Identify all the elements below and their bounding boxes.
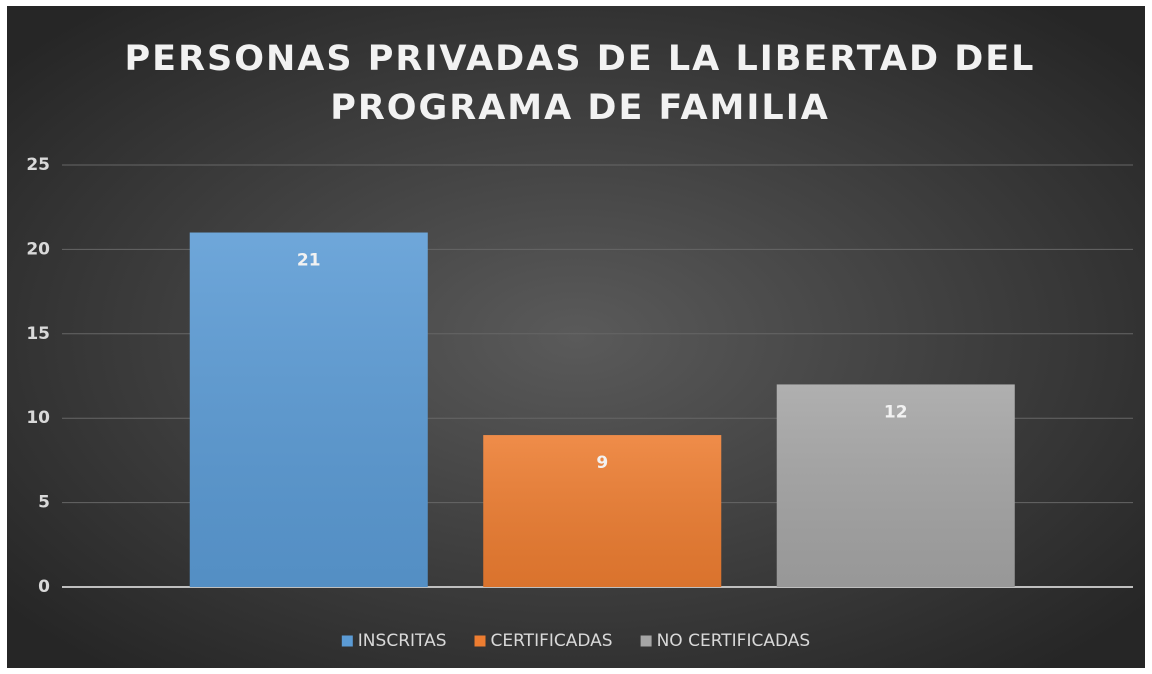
data-label: 9 — [596, 453, 608, 473]
legend-swatch — [640, 635, 652, 647]
legend-swatch — [341, 635, 353, 647]
bar-shade — [189, 232, 428, 587]
y-tick-label: 15 — [26, 324, 50, 344]
bar-shade — [483, 435, 722, 587]
legend-label: INSCRITAS — [358, 631, 447, 651]
y-tick-label: 5 — [38, 493, 50, 513]
legend-swatch — [474, 635, 486, 647]
y-tick-label: 20 — [26, 239, 50, 259]
legend-label: CERTIFICADAS — [491, 631, 613, 651]
y-tick-label: 0 — [38, 577, 50, 597]
y-tick-label: 10 — [26, 408, 50, 428]
bar-shade — [776, 384, 1015, 587]
legend-label: NO CERTIFICADAS — [657, 631, 811, 651]
y-tick-label: 25 — [26, 155, 50, 175]
data-label: 21 — [297, 251, 321, 271]
chart-title: PROGRAMA DE FAMILIA — [330, 88, 830, 128]
data-label: 12 — [884, 402, 908, 422]
chart-title: PERSONAS PRIVADAS DE LA LIBERTAD DEL — [125, 39, 1036, 79]
